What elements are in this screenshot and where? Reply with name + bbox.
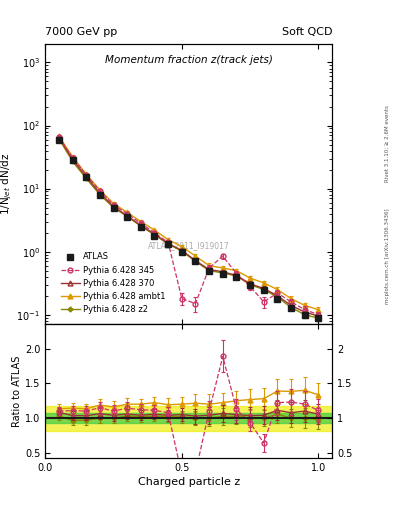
Text: ATLAS_2011_I919017: ATLAS_2011_I919017 — [148, 241, 230, 250]
Text: Rivet 3.1.10; ≥ 2.6M events: Rivet 3.1.10; ≥ 2.6M events — [385, 105, 389, 182]
Legend: ATLAS, Pythia 6.428 345, Pythia 6.428 370, Pythia 6.428 ambt1, Pythia 6.428 z2: ATLAS, Pythia 6.428 345, Pythia 6.428 37… — [58, 249, 169, 317]
Text: 7000 GeV pp: 7000 GeV pp — [45, 27, 118, 37]
Text: mcplots.cern.ch [arXiv:1306.3436]: mcplots.cern.ch [arXiv:1306.3436] — [385, 208, 389, 304]
Y-axis label: 1/N$_{jet}$ dN/dz: 1/N$_{jet}$ dN/dz — [0, 153, 14, 215]
Y-axis label: Ratio to ATLAS: Ratio to ATLAS — [12, 356, 22, 427]
X-axis label: Charged particle z: Charged particle z — [138, 477, 240, 487]
Text: Momentum fraction z(track jets): Momentum fraction z(track jets) — [105, 55, 273, 65]
Text: Soft QCD: Soft QCD — [282, 27, 332, 37]
